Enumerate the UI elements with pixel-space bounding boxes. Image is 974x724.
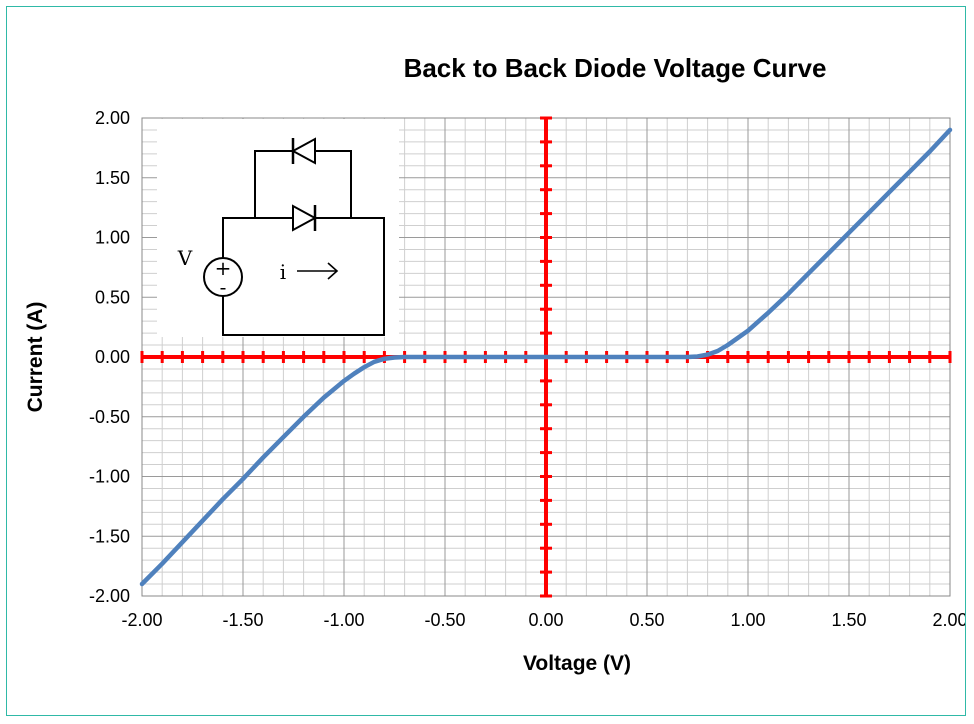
chart: Back to Back Diode Voltage Curve + - V i [24, 53, 965, 675]
inset-background [157, 119, 399, 337]
x-axis-label: Voltage (V) [523, 652, 631, 675]
y-tick-label: -0.50 [89, 407, 130, 427]
source-minus: - [220, 275, 227, 299]
circuit-wire [222, 150, 385, 336]
voltage-source-icon [203, 257, 243, 297]
x-tick-label: 0.00 [528, 610, 563, 630]
x-tick-label: 1.00 [730, 610, 765, 630]
x-tick-labels: -2.00 -1.50 -1.00 -0.50 0.00 0.50 1.00 1.50 2.00 [121, 610, 965, 630]
y-tick-label: 0.00 [95, 347, 130, 367]
y-tick-label: 2.00 [95, 108, 130, 128]
y-tick-label: -1.50 [89, 526, 130, 546]
x-tick-label: -2.00 [121, 610, 162, 630]
x-tick-label: -0.50 [424, 610, 465, 630]
x-tick-label: -1.00 [323, 610, 364, 630]
series-group [139, 127, 953, 587]
source-label: V [177, 246, 193, 270]
chart-title: Back to Back Diode Voltage Curve [404, 53, 827, 83]
y-tick-label: 1.50 [95, 168, 130, 188]
circuit-inset: + - V i [157, 119, 399, 337]
y-tick-label: -1.00 [89, 467, 130, 487]
y-axis-label: Current (A) [24, 302, 47, 413]
y-tick-label: 1.00 [95, 228, 130, 248]
current-label: i [280, 260, 286, 284]
y-tick-labels: 2.00 1.50 1.00 0.50 0.00 -0.50 -1.00 -1.50 -2.00 [89, 108, 130, 606]
x-tick-label: -1.50 [222, 610, 263, 630]
current-arrow-head [327, 262, 339, 280]
x-tick-label: 1.50 [831, 610, 866, 630]
diode-forward-icon [292, 204, 318, 232]
source-plus: + [215, 256, 232, 280]
diode-reverse-icon [290, 137, 316, 165]
y-tick-label: 0.50 [95, 287, 130, 307]
x-tick-label: 0.50 [629, 610, 664, 630]
x-tick-label: 2.00 [932, 610, 965, 630]
y-tick-label: -2.00 [89, 586, 130, 606]
chart-frame: Back to Back Diode Voltage Curve + - V i [6, 6, 966, 716]
series-line [139, 127, 953, 587]
